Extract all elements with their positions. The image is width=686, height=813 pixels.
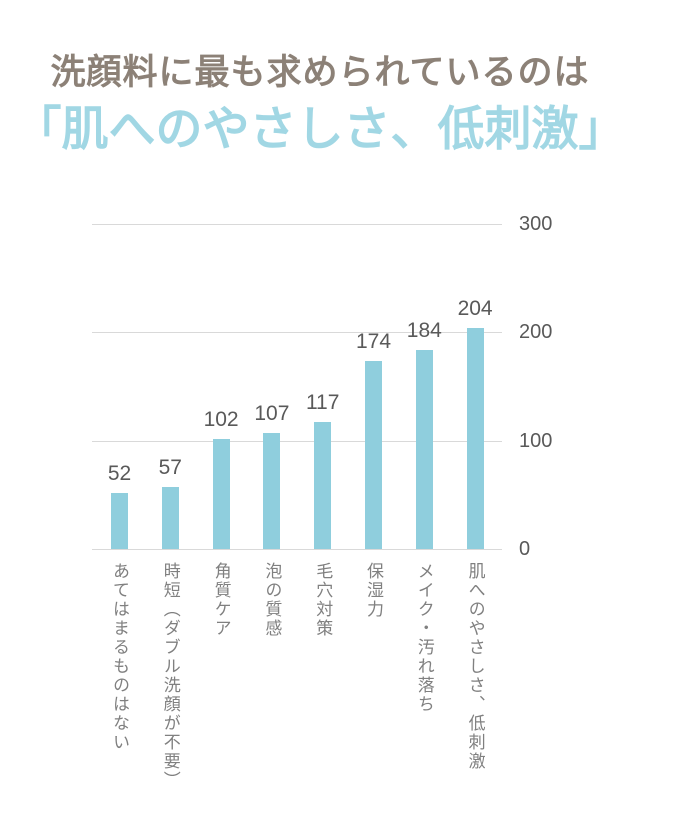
- category-label: 時短（ダブル洗顔が不要）: [160, 562, 180, 790]
- category-label: メイク・汚れ落ち: [414, 562, 434, 714]
- gridline-100: [92, 440, 502, 442]
- bar-3: [212, 438, 230, 549]
- category-label: 肌へのやさしさ、低刺激: [465, 562, 485, 771]
- gridline-0: [92, 549, 502, 550]
- bar-value-label: 204: [457, 297, 493, 320]
- category-label: あてはまるものはない: [110, 562, 129, 752]
- bar-5: [314, 422, 332, 549]
- category-label: 毛穴対策: [313, 562, 333, 638]
- category-label: 泡の質感: [262, 562, 282, 638]
- bar-7: [415, 349, 433, 549]
- bar-value-label: 102: [203, 407, 239, 431]
- bar-value-label: 52: [107, 461, 132, 485]
- category-label: 角質ケア: [211, 562, 231, 638]
- bar-8: [466, 328, 484, 549]
- category-label: 保湿力: [364, 562, 383, 619]
- gridline-200: [92, 332, 502, 334]
- bar-value-label: 57: [158, 456, 182, 480]
- bar-value-label: 174: [355, 329, 392, 353]
- bar-4: [263, 433, 281, 549]
- bar-value-label: 184: [406, 318, 442, 342]
- bar-1: [111, 492, 128, 549]
- bar-2: [161, 487, 179, 549]
- page-title: 洗顔料に最も求められているのは 「肌へのやさしさ、低刺激」: [0, 50, 640, 158]
- bar-value-label: 107: [254, 402, 290, 426]
- bar-value-label: 117: [305, 391, 340, 415]
- title-line-2: 「肌へのやさしさ、低刺激」: [14, 101, 626, 155]
- y-axis-tick-label: 200: [519, 321, 553, 344]
- y-axis-tick-label: 300: [519, 213, 553, 235]
- title-line-1: 洗顔料に最も求められているのは: [50, 53, 590, 92]
- gridline-300: [92, 224, 502, 225]
- bar-6: [365, 360, 382, 549]
- y-axis-tick-label: 100: [519, 429, 553, 452]
- y-axis-tick-label: 0: [519, 538, 531, 560]
